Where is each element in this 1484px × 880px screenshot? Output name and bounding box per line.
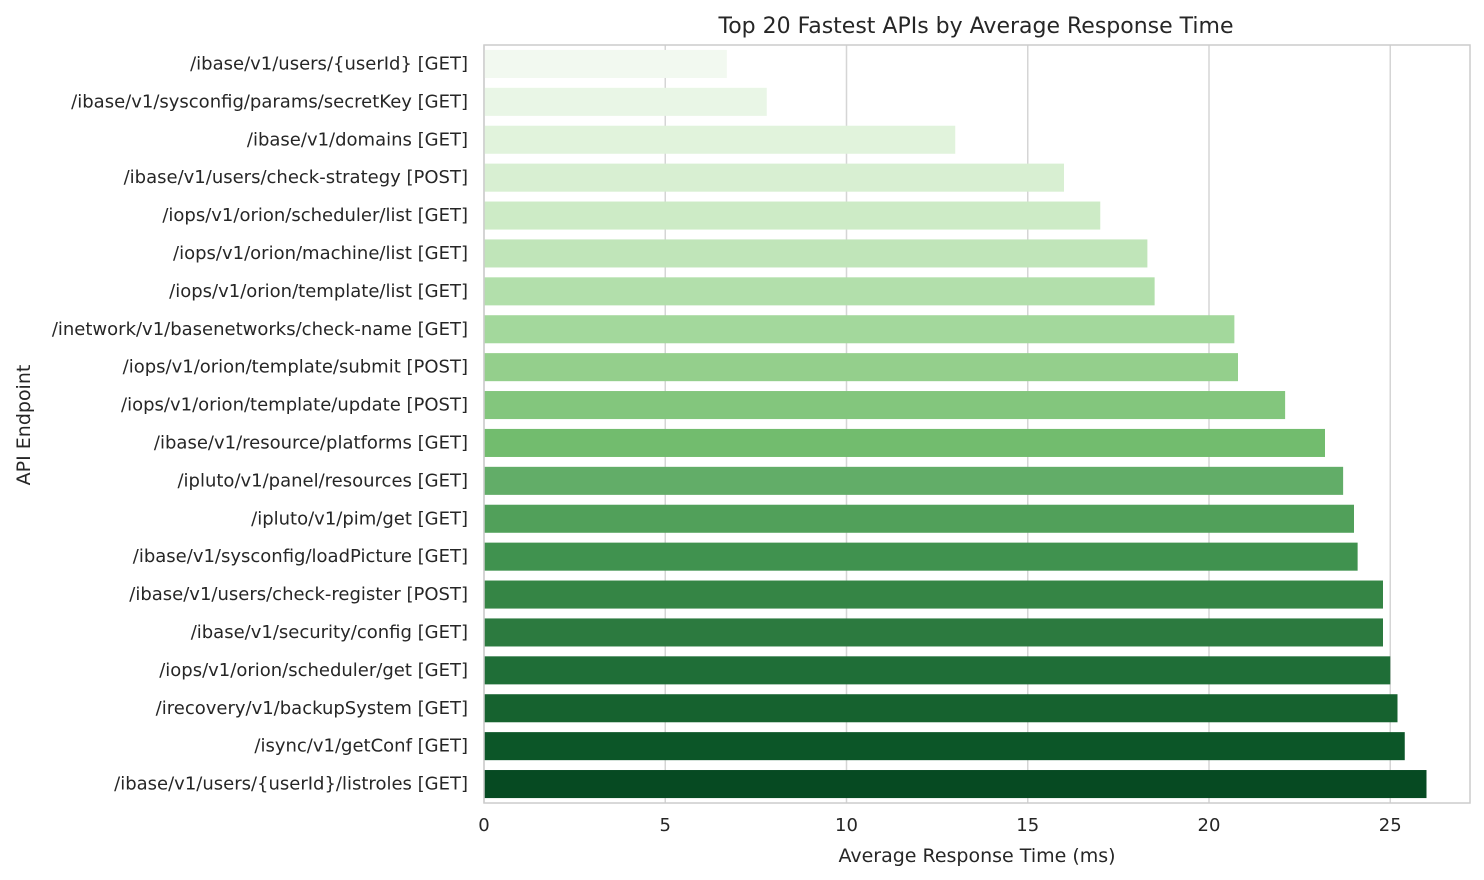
y-category-label: /isync/v1/getConf [GET] [254,736,468,757]
y-category-label: /irecovery/v1/backupSystem [GET] [156,698,468,719]
bar [484,466,1344,495]
y-category-label: /iops/v1/orion/machine/list [GET] [173,243,468,264]
y-axis-title: API Endpoint [13,365,35,486]
y-category-label: /ibase/v1/domains [GET] [247,129,468,150]
y-category-labels: /ibase/v1/users/{userId} [GET] /ibase/v1/… [52,53,468,794]
bar [484,353,1238,382]
y-category-label: /inetwork/v1/basenetworks/check-name [GE… [52,319,468,340]
bar [484,87,767,116]
bar [484,504,1354,533]
x-tick-labels: 0 5 10 15 20 25 [478,815,1401,836]
bar [484,239,1148,268]
y-category-label: /ibase/v1/sysconfig/params/secretKey [GE… [71,91,468,112]
bar [484,201,1101,230]
x-axis-title: Average Response Time (ms) [838,845,1115,867]
bar [484,694,1398,723]
y-category-label: /ibase/v1/users/check-strategy [POST] [124,167,468,188]
chart-title: Top 20 Fastest APIs by Average Response … [718,14,1234,39]
bar [484,542,1358,571]
bar [484,391,1286,420]
y-category-label: /ipluto/v1/panel/resources [GET] [177,470,468,491]
bar [484,315,1235,344]
bar [484,770,1427,799]
y-category-label: /ibase/v1/resource/platforms [GET] [154,432,468,453]
y-category-label: /iops/v1/orion/template/submit [POST] [123,357,468,378]
x-tick-label: 20 [1198,815,1221,836]
bar [484,580,1383,609]
y-category-label: /ibase/v1/users/check-register [POST] [129,584,468,605]
y-category-label: /ipluto/v1/pim/get [GET] [251,508,468,529]
bar [484,125,956,154]
y-category-label: /ibase/v1/users/{userId}/listroles [GET] [114,774,468,795]
bar [484,49,727,78]
bar [484,618,1383,647]
bar [484,428,1325,457]
x-tick-label: 5 [660,815,671,836]
bar [484,656,1391,685]
x-tick-label: 25 [1379,815,1402,836]
y-category-label: /iops/v1/orion/scheduler/list [GET] [162,205,468,226]
y-category-label: /ibase/v1/sysconfig/loadPicture [GET] [133,546,468,567]
x-tick-label: 0 [478,815,489,836]
y-category-label: /iops/v1/orion/scheduler/get [GET] [159,660,468,681]
y-category-label: /ibase/v1/security/config [GET] [191,622,468,643]
x-tick-label: 10 [835,815,858,836]
bar [484,277,1155,306]
y-category-label: /ibase/v1/users/{userId} [GET] [190,53,468,74]
bars [484,49,1427,799]
x-tick-label: 15 [1016,815,1039,836]
plot-frame [483,44,1471,804]
bar [484,732,1405,761]
y-category-label: /iops/v1/orion/template/update [POST] [121,395,468,416]
bar [484,163,1064,192]
y-category-label: /iops/v1/orion/template/list [GET] [169,281,468,302]
